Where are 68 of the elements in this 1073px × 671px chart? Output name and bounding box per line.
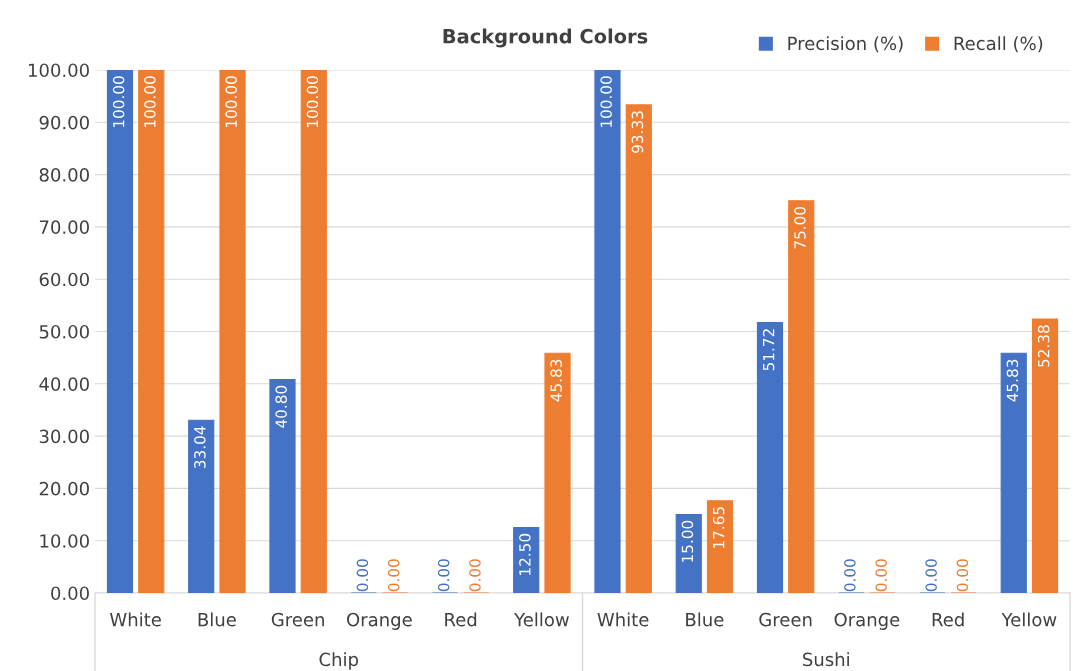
data-label: 0.00 [875,559,887,592]
bar [756,321,784,593]
bar [1031,318,1059,593]
data-label: 100.00 [600,76,612,128]
x-tick-label: Green [271,612,324,627]
x-tick-label: Orange [347,612,412,630]
bar [675,513,702,593]
text: Chip [319,652,359,670]
y-tick-label: 90.00 [39,115,89,130]
bar [513,527,540,593]
data-label: 0.00 [469,559,481,592]
data-label: 100.00 [306,76,319,128]
y-tick-label: 50.00 [39,324,89,339]
data-label: 100.00 [144,76,156,128]
bar [544,352,571,593]
y-tick-label: 10.00 [40,534,89,548]
data-label: 100.00 [112,76,125,128]
text: Sushi [803,652,849,667]
data-label: 93.33 [631,111,644,153]
bar [138,70,165,593]
x-tick-label: Orange [834,612,900,630]
data-label: 75.00 [794,206,806,249]
bar [594,70,621,593]
x-tick-label: Red [932,612,964,627]
bar [625,104,652,593]
x-tick-label: Yellow [1001,612,1057,627]
x-tick-label: Green [759,612,812,627]
data-label: 12.50 [519,533,531,575]
data-label: 33.04 [194,426,206,468]
bar [1000,352,1027,593]
bar [788,200,815,593]
y-tick-label: 70.00 [39,220,89,235]
y-tick-label: 30.00 [39,429,89,444]
data-label: 0.00 [844,559,856,592]
chart-title: Background Colors [443,28,648,48]
data-label: 100.00 [225,76,237,128]
data-label: 17.65 [712,507,725,548]
data-label: 0.00 [956,559,969,592]
data-label: 0.00 [356,559,369,592]
y-tick-label: 80.00 [39,168,89,182]
y-tick-label: 60.00 [39,272,89,287]
bar [706,500,734,593]
data-label: 45.83 [1006,359,1019,402]
y-tick-label: 20.00 [39,481,89,496]
x-tick-label: Red [445,612,477,627]
data-label: 0.00 [925,559,937,592]
bar [269,379,296,593]
x-tick-label: White [109,612,161,627]
data-label: 40.80 [275,385,287,428]
x-tick-label: White [597,612,649,627]
y-tick-label: 100.00 [28,63,89,78]
legend-label: Recall (%) [954,36,1043,53]
legend-label: Precision (%) [788,36,903,53]
bar [300,70,327,593]
data-label: 15.00 [681,520,694,562]
x-tick-label: Blue [686,612,724,627]
y-tick-label: 0.00 [51,586,89,601]
y-tick-label: 40.00 [39,377,89,391]
data-label: 51.72 [762,329,775,371]
data-label: 45.83 [550,359,562,402]
x-tick-label: Blue [198,612,236,627]
bar [219,70,246,593]
data-label: 0.00 [437,559,450,592]
data-label: 0.00 [387,559,400,592]
data-label: 52.38 [1037,325,1050,367]
bar [188,419,215,593]
bar [106,70,134,593]
x-tick-label: Yellow [514,612,569,627]
